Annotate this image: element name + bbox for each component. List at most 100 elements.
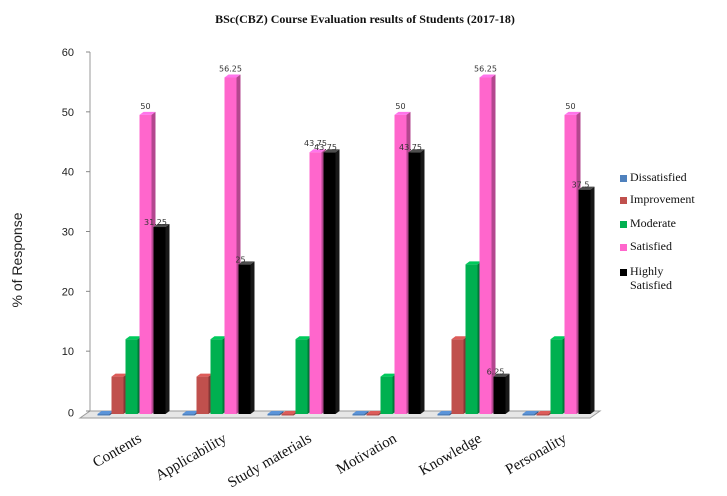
bar-top (295, 336, 312, 340)
legend-label-line: Highly (630, 264, 663, 278)
y-axis-label: % of Response (9, 212, 25, 307)
data-label: 37.5 (572, 181, 590, 190)
data-label: 50 (565, 102, 575, 111)
bar-front (309, 152, 322, 414)
bar-front (323, 152, 336, 414)
bar-front (153, 227, 166, 414)
legend-swatch-moderate (620, 221, 627, 228)
data-label: 56.25 (219, 64, 242, 73)
bar-top (366, 411, 383, 414)
bar-side (250, 261, 255, 414)
bar-study-materials-satisfied (309, 149, 326, 414)
bar-personality-dissatisfied (522, 411, 539, 416)
bar-applicability-satisfied (224, 74, 241, 414)
bar-front (536, 414, 549, 416)
bar-top (578, 186, 595, 190)
data-label: 6.25 (487, 368, 505, 377)
y-tick-label: 40 (62, 167, 74, 179)
bar-top (465, 261, 482, 265)
bar-top (196, 373, 213, 377)
bar-front (139, 114, 152, 414)
bar-front (97, 414, 110, 416)
bar-top (493, 373, 510, 377)
bar-front (366, 414, 379, 416)
data-label: 50 (140, 102, 150, 111)
bar-top (97, 411, 114, 414)
bar-top (238, 261, 255, 265)
legend-swatch-satisfied (620, 244, 627, 251)
bar-top (564, 111, 581, 115)
bar-personality-satisfied (564, 111, 581, 414)
bar-personality-highly-satisfied (578, 186, 595, 414)
legend-label-highly-satisfied: Highly Satisfied (630, 264, 672, 292)
bar-top (536, 411, 553, 414)
bar-top (111, 373, 128, 377)
bar-front (465, 264, 478, 414)
bar-side (505, 373, 510, 414)
data-label: 50 (395, 102, 405, 111)
legend-swatch-dissatisfied (620, 175, 627, 182)
bar-side (590, 186, 595, 414)
bar-front (437, 414, 450, 416)
bar-motivation-dissatisfied (352, 411, 369, 416)
bar-front (522, 414, 535, 416)
bar-top (224, 74, 241, 78)
bar-front (111, 376, 124, 414)
data-label: 43.75 (314, 143, 337, 152)
legend-label-satisfied: Satisfied (630, 239, 672, 253)
category-label-applicability: Applicability (153, 430, 230, 484)
bar-top (437, 411, 454, 414)
bar-motivation-highly-satisfied (408, 149, 425, 414)
bar-front (210, 339, 223, 414)
bar-front (196, 376, 209, 414)
bars-group (97, 74, 595, 416)
bar-motivation-moderate (380, 373, 397, 414)
bar-applicability-moderate (210, 336, 227, 414)
bar-contents-moderate (125, 336, 142, 414)
bar-front (182, 414, 195, 416)
bar-top (380, 373, 397, 377)
bar-front (380, 376, 393, 414)
bar-top (125, 336, 142, 340)
bar-top (451, 336, 468, 340)
bar-study-materials-highly-satisfied (323, 149, 340, 414)
legend: Dissatisfied Improvement Moderate Satisfied… (620, 170, 695, 292)
bar-top (153, 224, 170, 228)
bar-side (279, 411, 284, 416)
bar-front (578, 189, 591, 414)
bar-contents-highly-satisfied (153, 224, 170, 414)
legend-swatch-highly-satisfied (620, 269, 627, 276)
bar-side (534, 411, 539, 416)
category-label-knowledge: Knowledge (417, 430, 485, 479)
bar-top (182, 411, 199, 414)
bar-top (281, 411, 298, 414)
y-tick-label: 0 (68, 407, 74, 419)
data-label: 43.75 (304, 139, 327, 148)
bar-top (408, 149, 425, 153)
legend-label-dissatisfied: Dissatisfied (630, 170, 687, 184)
bar-front (238, 264, 251, 414)
legend-label-improvement: Improvement (630, 192, 695, 206)
bar-side (491, 74, 496, 414)
bar-front (564, 114, 577, 414)
bar-top (309, 149, 326, 153)
bar-motivation-satisfied (394, 111, 411, 414)
bar-side (364, 411, 369, 416)
bar-front (267, 414, 280, 416)
bar-knowledge-highly-satisfied (493, 373, 510, 414)
bar-front (550, 339, 563, 414)
chart-title: BSc(CBZ) Course Evaluation results of St… (215, 12, 515, 26)
bar-side (335, 149, 340, 414)
data-labels-group: 5031.2556.252543.7543.755043.7556.256.25… (140, 64, 589, 376)
category-label-contents: Contents (90, 431, 144, 472)
bar-applicability-highly-satisfied (238, 261, 255, 414)
bar-front (281, 414, 294, 416)
bar-knowledge-satisfied (479, 74, 496, 414)
bar-knowledge-improvement (451, 336, 468, 414)
bar-top (479, 74, 496, 78)
bar-side (420, 149, 425, 414)
y-tick-label: 60 (62, 47, 74, 59)
bar-top (267, 411, 284, 414)
bar-personality-moderate (550, 336, 567, 414)
